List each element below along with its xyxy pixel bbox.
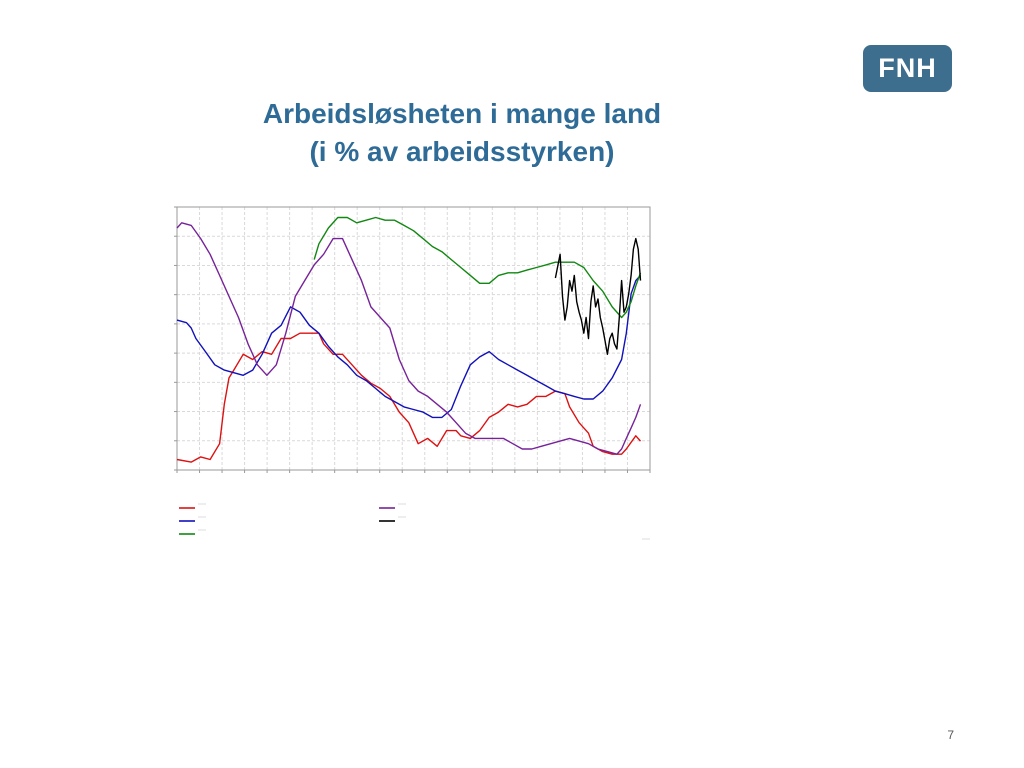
title-line-1: Arbeidsløsheten i mange land bbox=[262, 98, 662, 129]
series-line-5 bbox=[554, 237, 642, 355]
slide-title: Arbeidsløsheten i mange land (i % av arb… bbox=[0, 95, 924, 171]
title-line-2: (i % av arbeidsstyrken) bbox=[309, 136, 615, 167]
axis-ticks bbox=[174, 206, 651, 473]
plot-frame bbox=[176, 206, 651, 471]
chart-grid bbox=[177, 207, 650, 470]
series-lines bbox=[176, 216, 642, 463]
chart-legend bbox=[179, 503, 406, 535]
unemployment-line-chart bbox=[174, 206, 651, 540]
series-line-2 bbox=[176, 274, 642, 419]
page-number: 7 bbox=[947, 728, 954, 742]
series-line-3 bbox=[313, 216, 642, 319]
fnh-logo: FNH bbox=[863, 45, 952, 92]
series-line-4 bbox=[176, 222, 642, 455]
series-line-1 bbox=[176, 332, 642, 463]
